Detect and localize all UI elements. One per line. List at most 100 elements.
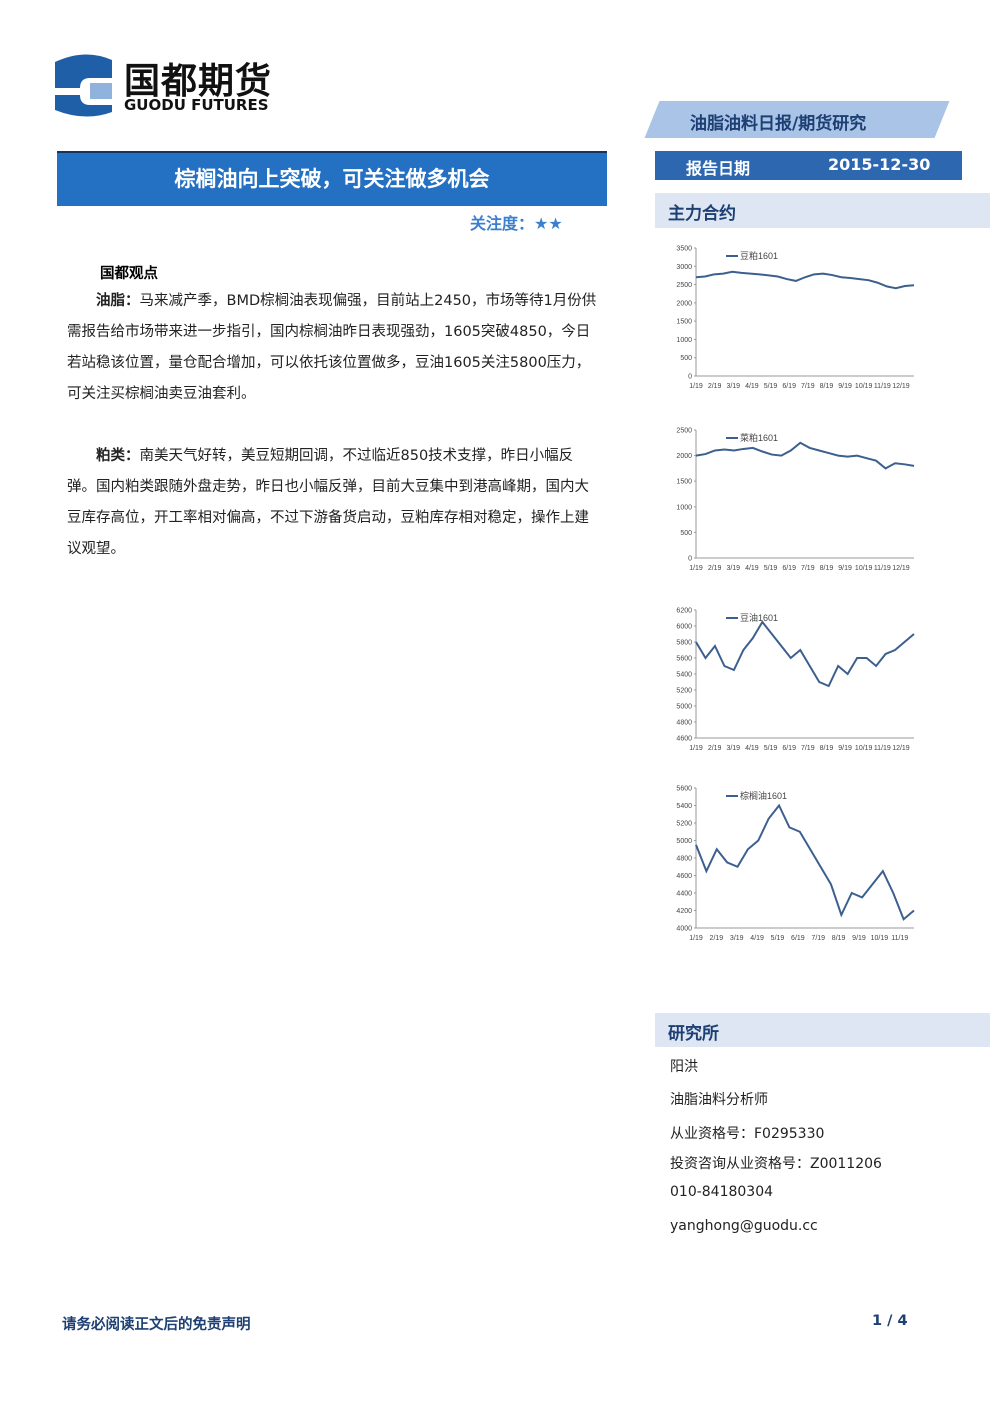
y-tick-label: 2000	[676, 453, 692, 460]
text: 马来减产季，BMD棕榈油表现偏强，目前站上2450，市场等待1月份供需报告给市场…	[67, 293, 597, 402]
x-tick-label: 6/19	[782, 745, 796, 752]
x-tick-label: 12/19	[892, 745, 910, 752]
y-tick-label: 1500	[676, 479, 692, 486]
y-tick-label: 4600	[676, 736, 692, 743]
research-line: 投资咨询从业资格号：Z0011206	[670, 1156, 882, 1172]
section-title: 主力合约	[668, 204, 736, 224]
research-heading: 研究所	[668, 1024, 719, 1044]
x-tick-label: 10/19	[871, 935, 889, 942]
x-tick-label: 1/19	[689, 383, 703, 390]
legend-label: 豆粕1601	[740, 250, 778, 261]
x-tick-label: 2/19	[708, 745, 722, 752]
x-tick-label: 12/19	[892, 383, 910, 390]
y-tick-label: 1000	[676, 337, 692, 344]
x-tick-label: 10/19	[855, 565, 873, 572]
body-heading: 国都观点	[100, 266, 158, 282]
chart: 0 500 1000 1500 2000 2500 3000 3500 1/19 2/19 3/19…	[676, 246, 915, 390]
y-tick-label: 5000	[676, 704, 692, 711]
y-tick-label: 0	[688, 374, 692, 381]
logo-cn: 国都期货	[124, 61, 273, 102]
x-tick-label: 11/19	[874, 745, 891, 752]
x-tick-label: 7/19	[801, 745, 815, 752]
x-tick-label: 12/19	[892, 565, 910, 572]
paragraph: 油脂：马来减产季，BMD棕榈油表现偏强，目前站上2450，市场等待1月份供需报告…	[67, 286, 602, 410]
y-tick-label: 2500	[676, 282, 692, 289]
x-tick-label: 2/19	[708, 383, 722, 390]
y-tick-label: 2000	[676, 300, 692, 307]
x-tick-label: 2/19	[708, 565, 722, 572]
x-tick-label: 7/19	[801, 565, 815, 572]
y-tick-label: 4200	[676, 908, 692, 915]
category: 油脂油料日报/期货研究	[690, 114, 867, 134]
y-tick-label: 4000	[676, 926, 692, 933]
x-tick-label: 1/19	[689, 745, 703, 752]
logo-mark	[55, 54, 112, 117]
x-tick-label: 9/19	[852, 935, 866, 942]
lead: 油脂：	[96, 293, 140, 309]
x-tick-label: 3/19	[726, 565, 740, 572]
date-value: 2015-12-30	[828, 155, 931, 174]
x-tick-label: 5/19	[764, 565, 778, 572]
research-line: 010-84180304	[670, 1184, 774, 1200]
attention-label: 关注度：	[470, 214, 535, 233]
logo-en: GUODU FUTURES	[124, 96, 269, 114]
x-tick-label: 9/19	[838, 383, 852, 390]
y-tick-label: 5400	[676, 803, 692, 810]
legend-label: 豆油1601	[740, 612, 778, 623]
x-tick-label: 8/19	[832, 935, 846, 942]
x-tick-label: 3/19	[726, 745, 740, 752]
y-tick-label: 1500	[676, 319, 692, 326]
y-tick-label: 1000	[676, 504, 692, 511]
x-tick-label: 11/19	[874, 565, 891, 572]
title-bar	[57, 151, 607, 206]
y-tick-label: 5800	[676, 640, 692, 647]
legend-label: 棕榈油1601	[740, 790, 787, 801]
research-line: yanghong@guodu.cc	[670, 1218, 818, 1234]
y-tick-label: 4800	[676, 720, 692, 727]
y-tick-label: 5200	[676, 688, 692, 695]
x-tick-label: 9/19	[838, 745, 852, 752]
y-tick-label: 4400	[676, 891, 692, 898]
research-line: 油脂油料分析师	[670, 1092, 768, 1108]
y-tick-label: 5600	[676, 786, 692, 793]
y-tick-label: 5200	[676, 821, 692, 828]
x-tick-label: 10/19	[855, 745, 873, 752]
x-tick-label: 4/19	[750, 935, 764, 942]
section-bar	[655, 193, 990, 228]
y-tick-label: 500	[680, 355, 692, 362]
paragraph: 粕类：南美天气好转，美豆短期回调，不过临近850技术支撑，昨日小幅反弹。国内粕类…	[67, 441, 602, 565]
x-tick-label: 2/19	[710, 935, 724, 942]
x-tick-label: 1/19	[689, 935, 703, 942]
text: 南美天气好转，美豆短期回调，不过临近850技术支撑，昨日小幅反弹。国内粕类跟随外…	[67, 448, 589, 557]
disclaimer: 请务必阅读正文后的免责声明	[62, 1317, 251, 1333]
x-tick-label: 11/19	[874, 383, 891, 390]
legend-label: 菜粕1601	[740, 432, 778, 443]
x-tick-label: 6/19	[791, 935, 805, 942]
series-line	[695, 620, 915, 688]
x-tick-label: 1/19	[689, 565, 703, 572]
lead: 粕类：	[96, 448, 140, 464]
chart: 0 500 1000 1500 2000 2500 1/19 2/19 3/19 4/19 5/19…	[676, 428, 915, 572]
x-tick-label: 4/19	[745, 383, 759, 390]
page-number: 1 / 4	[872, 1313, 908, 1329]
attention-stars: ★★	[534, 214, 563, 233]
y-tick-label: 4800	[676, 856, 692, 863]
y-tick-label: 6200	[676, 608, 692, 615]
body: 油脂：马来减产季，BMD棕榈油表现偏强，目前站上2450，市场等待1月份供需报告…	[67, 286, 602, 565]
x-tick-label: 5/19	[764, 745, 778, 752]
series-line	[695, 441, 915, 470]
section-bar	[655, 1013, 990, 1047]
y-tick-label: 5000	[676, 838, 692, 845]
y-tick-label: 3000	[676, 264, 692, 271]
date-label: 报告日期	[686, 159, 751, 178]
y-tick-label: 2500	[676, 428, 692, 435]
x-tick-label: 3/19	[730, 935, 744, 942]
y-tick-label: 3500	[676, 246, 692, 253]
x-tick-label: 8/19	[820, 565, 834, 572]
y-tick-label: 4600	[676, 873, 692, 880]
x-tick-label: 5/19	[771, 935, 785, 942]
y-tick-label: 0	[688, 556, 692, 563]
x-tick-label: 7/19	[811, 935, 825, 942]
y-tick-label: 500	[680, 530, 692, 537]
